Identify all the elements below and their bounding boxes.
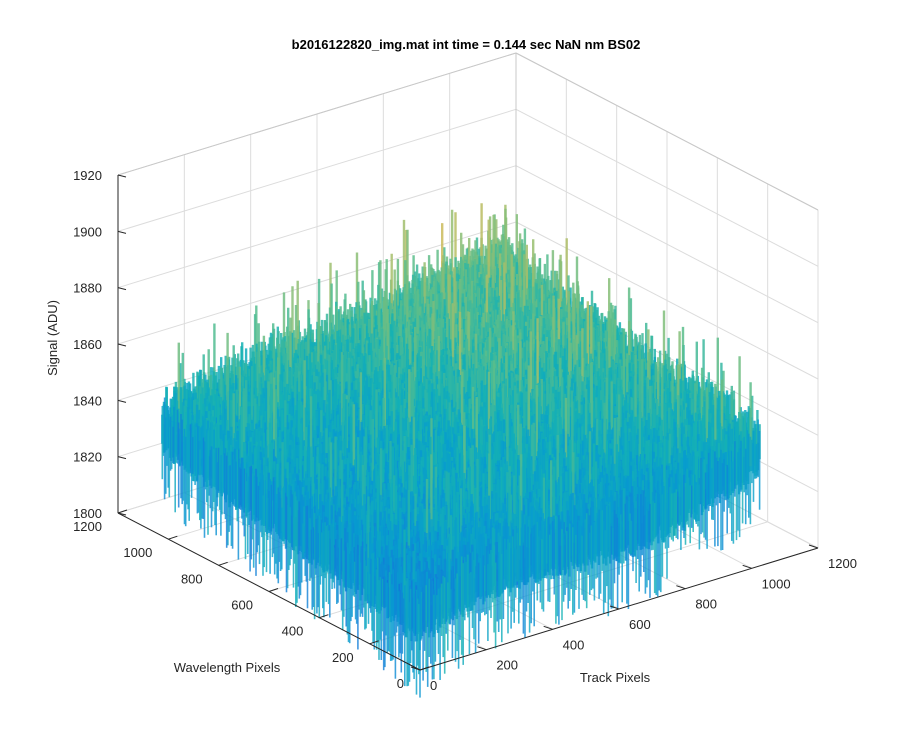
chart-title: b2016122820_img.mat int time = 0.144 sec… <box>292 37 641 52</box>
